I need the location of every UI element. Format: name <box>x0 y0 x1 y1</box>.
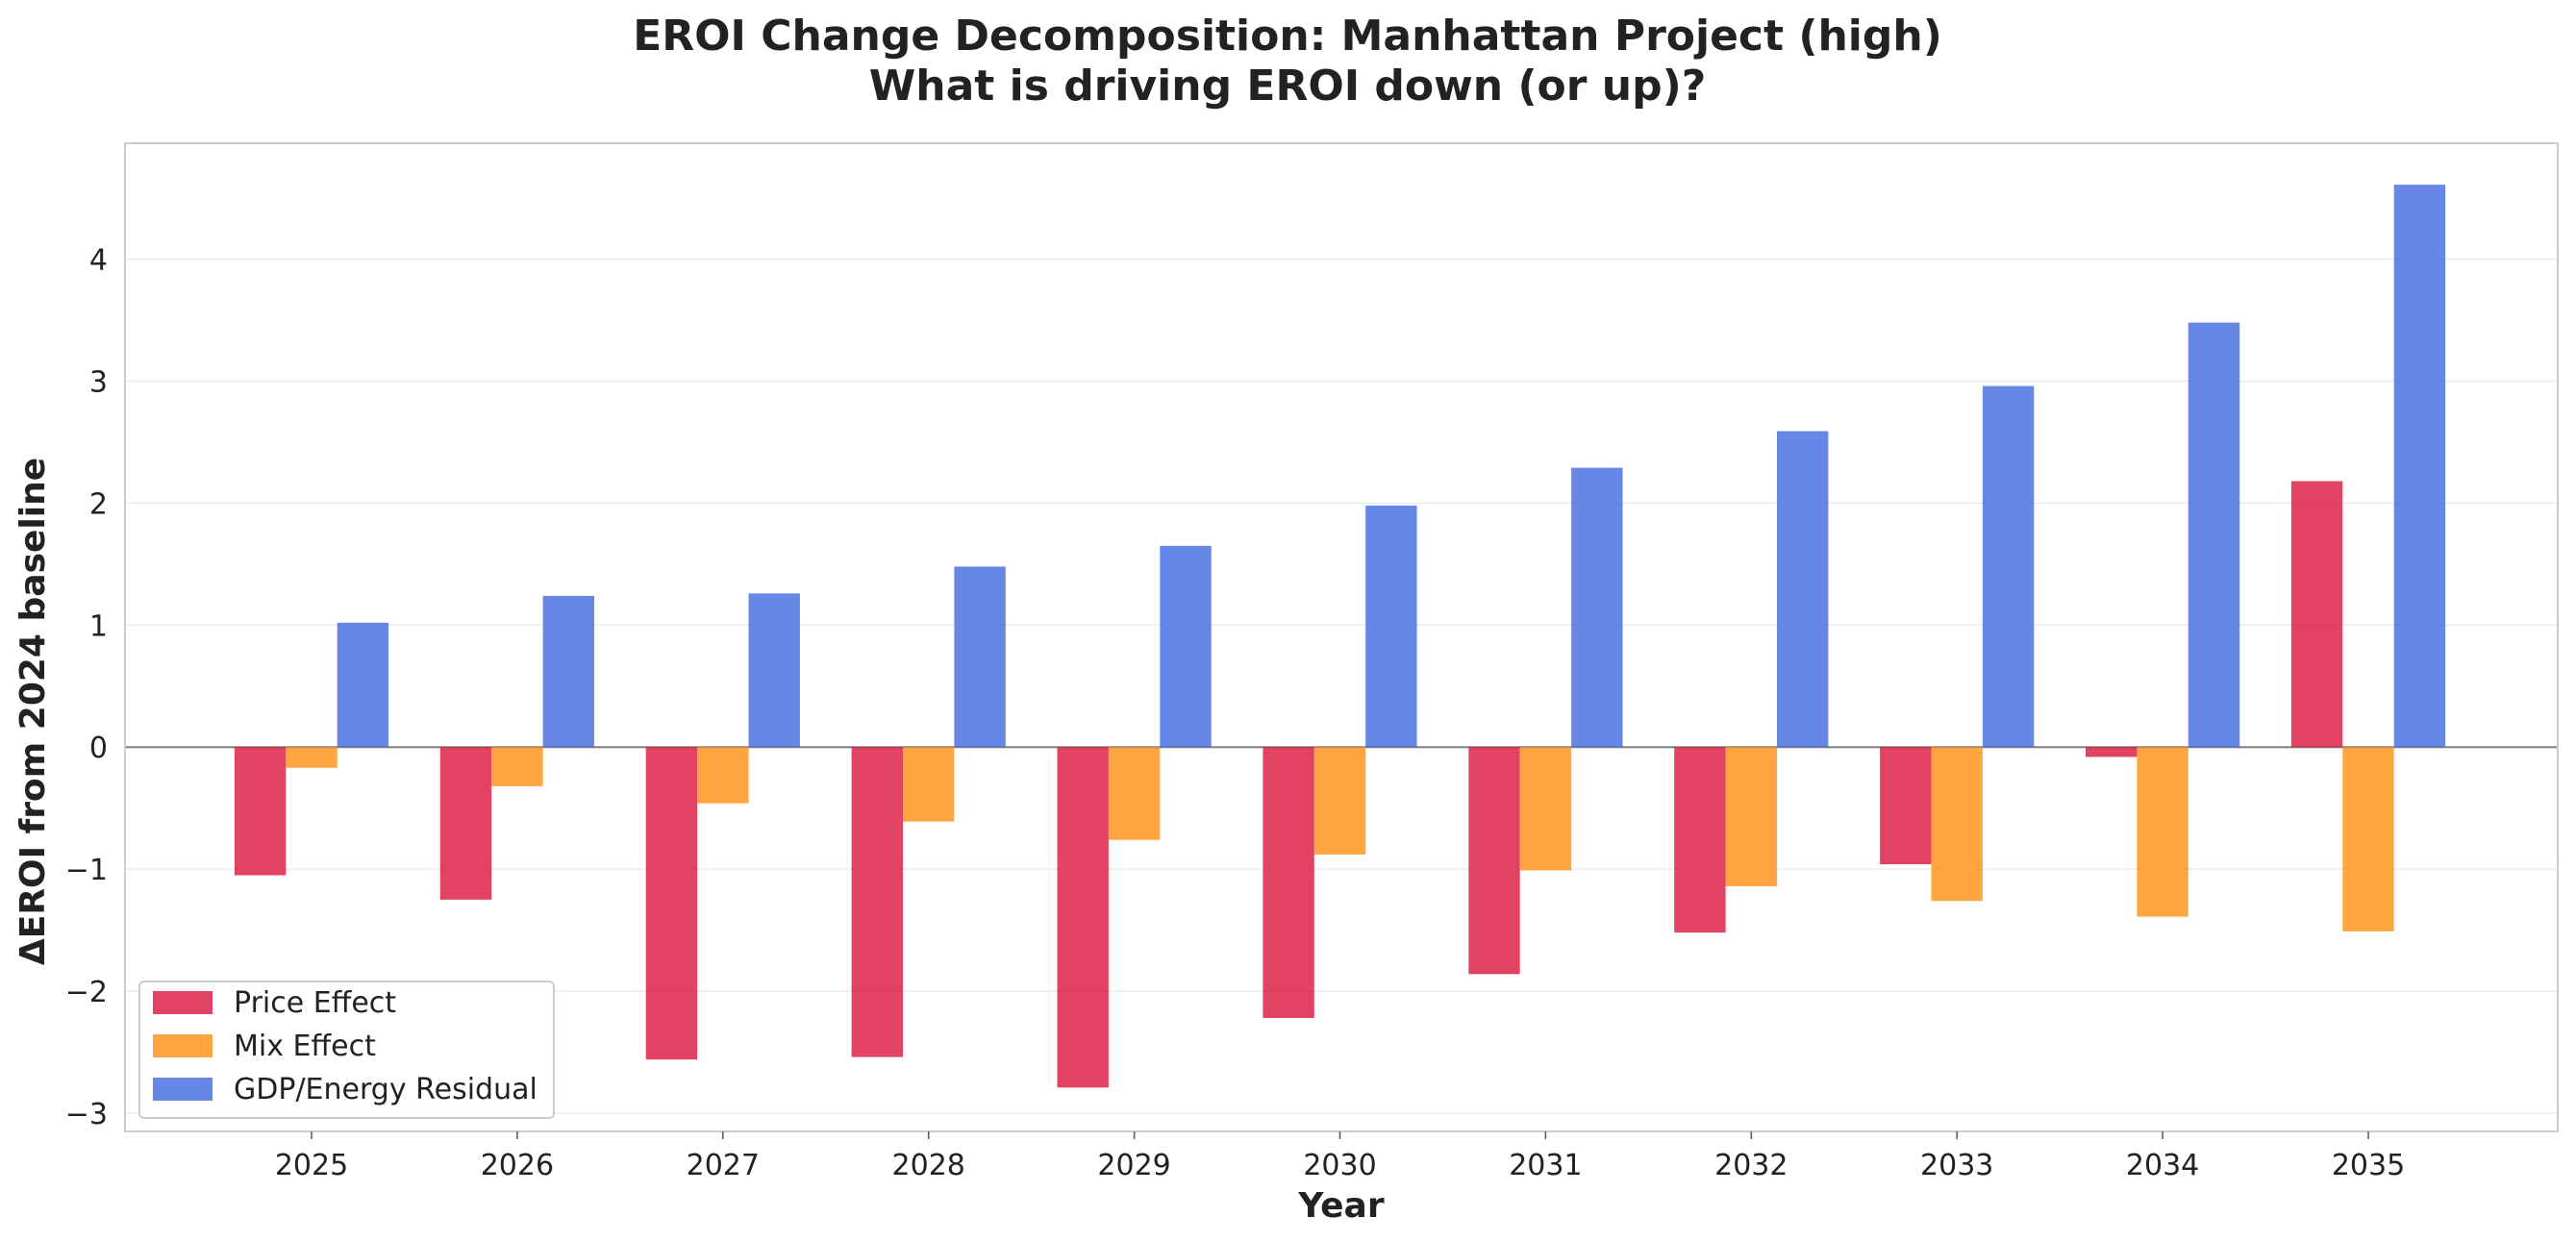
legend-label: Price Effect <box>234 986 396 1020</box>
bar-gdp-energy-residual-2028 <box>954 566 1006 748</box>
y-tick-label: 4 <box>89 244 108 278</box>
bar-price-effect-2035 <box>2290 481 2343 748</box>
bar-price-effect-2030 <box>1263 747 1314 1018</box>
x-tick-label: 2032 <box>1714 1149 1788 1182</box>
bar-gdp-energy-residual-2033 <box>1982 385 2035 748</box>
x-tick-label: 2027 <box>687 1149 760 1182</box>
y-tick-label: −1 <box>65 854 108 887</box>
y-tick-label: 1 <box>89 609 108 643</box>
bar-gdp-energy-residual-2034 <box>2188 322 2240 748</box>
bar-gdp-energy-residual-2030 <box>1365 505 1417 748</box>
bar-price-effect-2032 <box>1674 747 1726 933</box>
bar-price-effect-2034 <box>2086 747 2138 758</box>
x-tick-label: 2035 <box>2332 1149 2405 1182</box>
x-tick-label: 2025 <box>275 1149 348 1182</box>
legend-swatch <box>153 991 213 1014</box>
plot-frame <box>124 142 2559 1132</box>
bar-price-effect-2027 <box>645 747 698 1060</box>
bar-gdp-energy-residual-2026 <box>542 595 594 748</box>
y-axis-label: ΔEROI from 2024 baseline <box>13 458 53 965</box>
legend-label: Mix Effect <box>234 1030 376 1063</box>
x-tick-label: 2028 <box>892 1149 965 1182</box>
x-tick-label: 2026 <box>481 1149 554 1182</box>
y-tick-label: 3 <box>89 365 108 399</box>
legend-label: GDP/Energy Residual <box>234 1073 538 1106</box>
x-tick-label: 2031 <box>1509 1149 1582 1182</box>
bar-mix-effect-2032 <box>1725 747 1777 886</box>
bar-gdp-energy-residual-2031 <box>1571 467 1623 748</box>
y-tick-label: −2 <box>65 976 108 1009</box>
bar-gdp-energy-residual-2032 <box>1777 431 1829 748</box>
y-tick-label: −3 <box>65 1098 108 1131</box>
legend-swatch <box>153 1078 213 1101</box>
y-tick-label: 2 <box>89 487 108 521</box>
bar-price-effect-2026 <box>439 747 492 900</box>
x-axis-label: Year <box>1297 1186 1384 1226</box>
bar-mix-effect-2031 <box>1519 747 1572 871</box>
bar-mix-effect-2025 <box>286 747 338 768</box>
chart-subtitle: What is driving EROI down (or up)? <box>869 62 1707 111</box>
bar-mix-effect-2026 <box>491 747 543 786</box>
bars-layer <box>234 185 2446 1088</box>
x-tick-label: 2030 <box>1303 1149 1376 1182</box>
bar-mix-effect-2034 <box>2137 747 2188 917</box>
x-tick-label: 2029 <box>1097 1149 1170 1182</box>
bar-price-effect-2033 <box>1880 747 1932 865</box>
bar-mix-effect-2030 <box>1313 747 1366 855</box>
x-tick-labels: 2025 2026 2027 2028 2029 2030 2031 2032 2033 2034… <box>275 1131 2405 1182</box>
y-tick-labels: −3 −2 −1 0 1 2 3 4 <box>65 244 108 1131</box>
bar-price-effect-2031 <box>1468 747 1520 975</box>
bar-gdp-energy-residual-2027 <box>748 593 800 748</box>
bar-mix-effect-2035 <box>2342 747 2394 932</box>
bar-gdp-energy-residual-2035 <box>2393 185 2446 748</box>
bar-mix-effect-2033 <box>1931 747 1983 902</box>
x-tick-label: 2034 <box>2126 1149 2199 1182</box>
bar-gdp-energy-residual-2025 <box>337 622 389 748</box>
chart-title: EROI Change Decomposition: Manhattan Pro… <box>633 12 1942 61</box>
bar-gdp-energy-residual-2029 <box>1160 545 1212 748</box>
y-tick-label: 0 <box>89 732 108 765</box>
bar-mix-effect-2027 <box>697 747 749 804</box>
bar-price-effect-2028 <box>851 747 903 1057</box>
legend-box <box>138 981 555 1119</box>
x-tick-label: 2033 <box>1920 1149 1993 1182</box>
bar-mix-effect-2029 <box>1108 747 1161 840</box>
bar-price-effect-2025 <box>234 747 287 876</box>
legend: Price Effect Mix Effect GDP/Energy Residua… <box>138 981 555 1119</box>
legend-items: Price Effect Mix Effect GDP/Energy Residua… <box>153 986 538 1106</box>
bar-price-effect-2029 <box>1057 747 1109 1088</box>
bar-mix-effect-2028 <box>903 747 955 822</box>
legend-swatch <box>153 1034 213 1057</box>
